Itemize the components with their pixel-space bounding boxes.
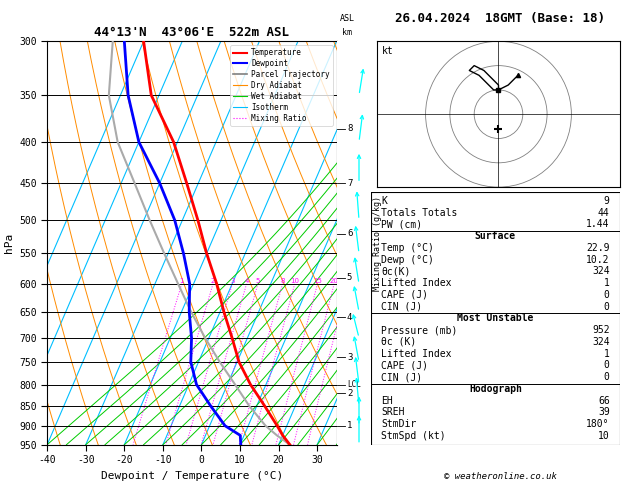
Text: θc(K): θc(K) bbox=[381, 266, 411, 277]
Text: CIN (J): CIN (J) bbox=[381, 302, 422, 312]
Text: CIN (J): CIN (J) bbox=[381, 372, 422, 382]
Text: 15: 15 bbox=[313, 278, 322, 284]
Text: 180°: 180° bbox=[586, 419, 610, 429]
Text: 0: 0 bbox=[604, 372, 610, 382]
Text: θc (K): θc (K) bbox=[381, 337, 416, 347]
Title: 44°13'N  43°06'E  522m ASL: 44°13'N 43°06'E 522m ASL bbox=[94, 26, 289, 39]
Text: kt: kt bbox=[382, 46, 394, 56]
Text: 3: 3 bbox=[230, 278, 235, 284]
Text: km: km bbox=[342, 28, 352, 37]
Text: 10: 10 bbox=[290, 278, 299, 284]
Text: StmSpd (kt): StmSpd (kt) bbox=[381, 431, 446, 441]
Text: Lifted Index: Lifted Index bbox=[381, 348, 452, 359]
Text: 5: 5 bbox=[255, 278, 260, 284]
Text: 26.04.2024  18GMT (Base: 18): 26.04.2024 18GMT (Base: 18) bbox=[395, 12, 605, 25]
Text: Mixing Ratio (g/kg): Mixing Ratio (g/kg) bbox=[373, 195, 382, 291]
Text: 952: 952 bbox=[592, 325, 610, 335]
Text: Dewp (°C): Dewp (°C) bbox=[381, 255, 434, 264]
Text: 10: 10 bbox=[598, 431, 610, 441]
Text: 2: 2 bbox=[347, 389, 352, 398]
Text: 1.44: 1.44 bbox=[586, 219, 610, 229]
Text: 1: 1 bbox=[179, 278, 184, 284]
Text: 44: 44 bbox=[598, 208, 610, 218]
Text: CAPE (J): CAPE (J) bbox=[381, 360, 428, 370]
Text: Totals Totals: Totals Totals bbox=[381, 208, 457, 218]
Text: CAPE (J): CAPE (J) bbox=[381, 290, 428, 300]
Text: 22.9: 22.9 bbox=[586, 243, 610, 253]
Text: 5: 5 bbox=[347, 274, 352, 282]
Text: StmDir: StmDir bbox=[381, 419, 416, 429]
Text: 6: 6 bbox=[347, 229, 352, 238]
Text: 324: 324 bbox=[592, 337, 610, 347]
Text: 8: 8 bbox=[347, 124, 352, 133]
Text: 20: 20 bbox=[330, 278, 338, 284]
Text: PW (cm): PW (cm) bbox=[381, 219, 422, 229]
Text: 1: 1 bbox=[604, 278, 610, 288]
Text: 0: 0 bbox=[604, 360, 610, 370]
Text: Surface: Surface bbox=[475, 231, 516, 241]
Text: 324: 324 bbox=[592, 266, 610, 277]
Text: Lifted Index: Lifted Index bbox=[381, 278, 452, 288]
Text: Hodograph: Hodograph bbox=[469, 384, 522, 394]
Text: 3: 3 bbox=[347, 353, 352, 362]
Text: 10.2: 10.2 bbox=[586, 255, 610, 264]
Y-axis label: hPa: hPa bbox=[4, 233, 14, 253]
Text: ASL: ASL bbox=[340, 14, 354, 23]
Text: 7: 7 bbox=[347, 179, 352, 188]
Text: Temp (°C): Temp (°C) bbox=[381, 243, 434, 253]
X-axis label: Dewpoint / Temperature (°C): Dewpoint / Temperature (°C) bbox=[101, 470, 283, 481]
Text: EH: EH bbox=[381, 396, 392, 406]
Text: 8: 8 bbox=[281, 278, 285, 284]
Text: 9: 9 bbox=[604, 196, 610, 206]
Text: SREH: SREH bbox=[381, 407, 404, 417]
Text: 4: 4 bbox=[347, 312, 352, 322]
Text: © weatheronline.co.uk: © weatheronline.co.uk bbox=[443, 472, 557, 481]
Text: K: K bbox=[381, 196, 387, 206]
Text: 4: 4 bbox=[244, 278, 248, 284]
Legend: Temperature, Dewpoint, Parcel Trajectory, Dry Adiabat, Wet Adiabat, Isotherm, Mi: Temperature, Dewpoint, Parcel Trajectory… bbox=[230, 45, 333, 126]
Text: 0: 0 bbox=[604, 290, 610, 300]
Text: LCL: LCL bbox=[347, 380, 361, 389]
Text: Most Unstable: Most Unstable bbox=[457, 313, 533, 323]
Text: Pressure (mb): Pressure (mb) bbox=[381, 325, 457, 335]
Text: 66: 66 bbox=[598, 396, 610, 406]
Text: 39: 39 bbox=[598, 407, 610, 417]
Text: 1: 1 bbox=[604, 348, 610, 359]
Text: 1: 1 bbox=[347, 421, 352, 430]
Text: 2: 2 bbox=[211, 278, 215, 284]
Text: 0: 0 bbox=[604, 302, 610, 312]
